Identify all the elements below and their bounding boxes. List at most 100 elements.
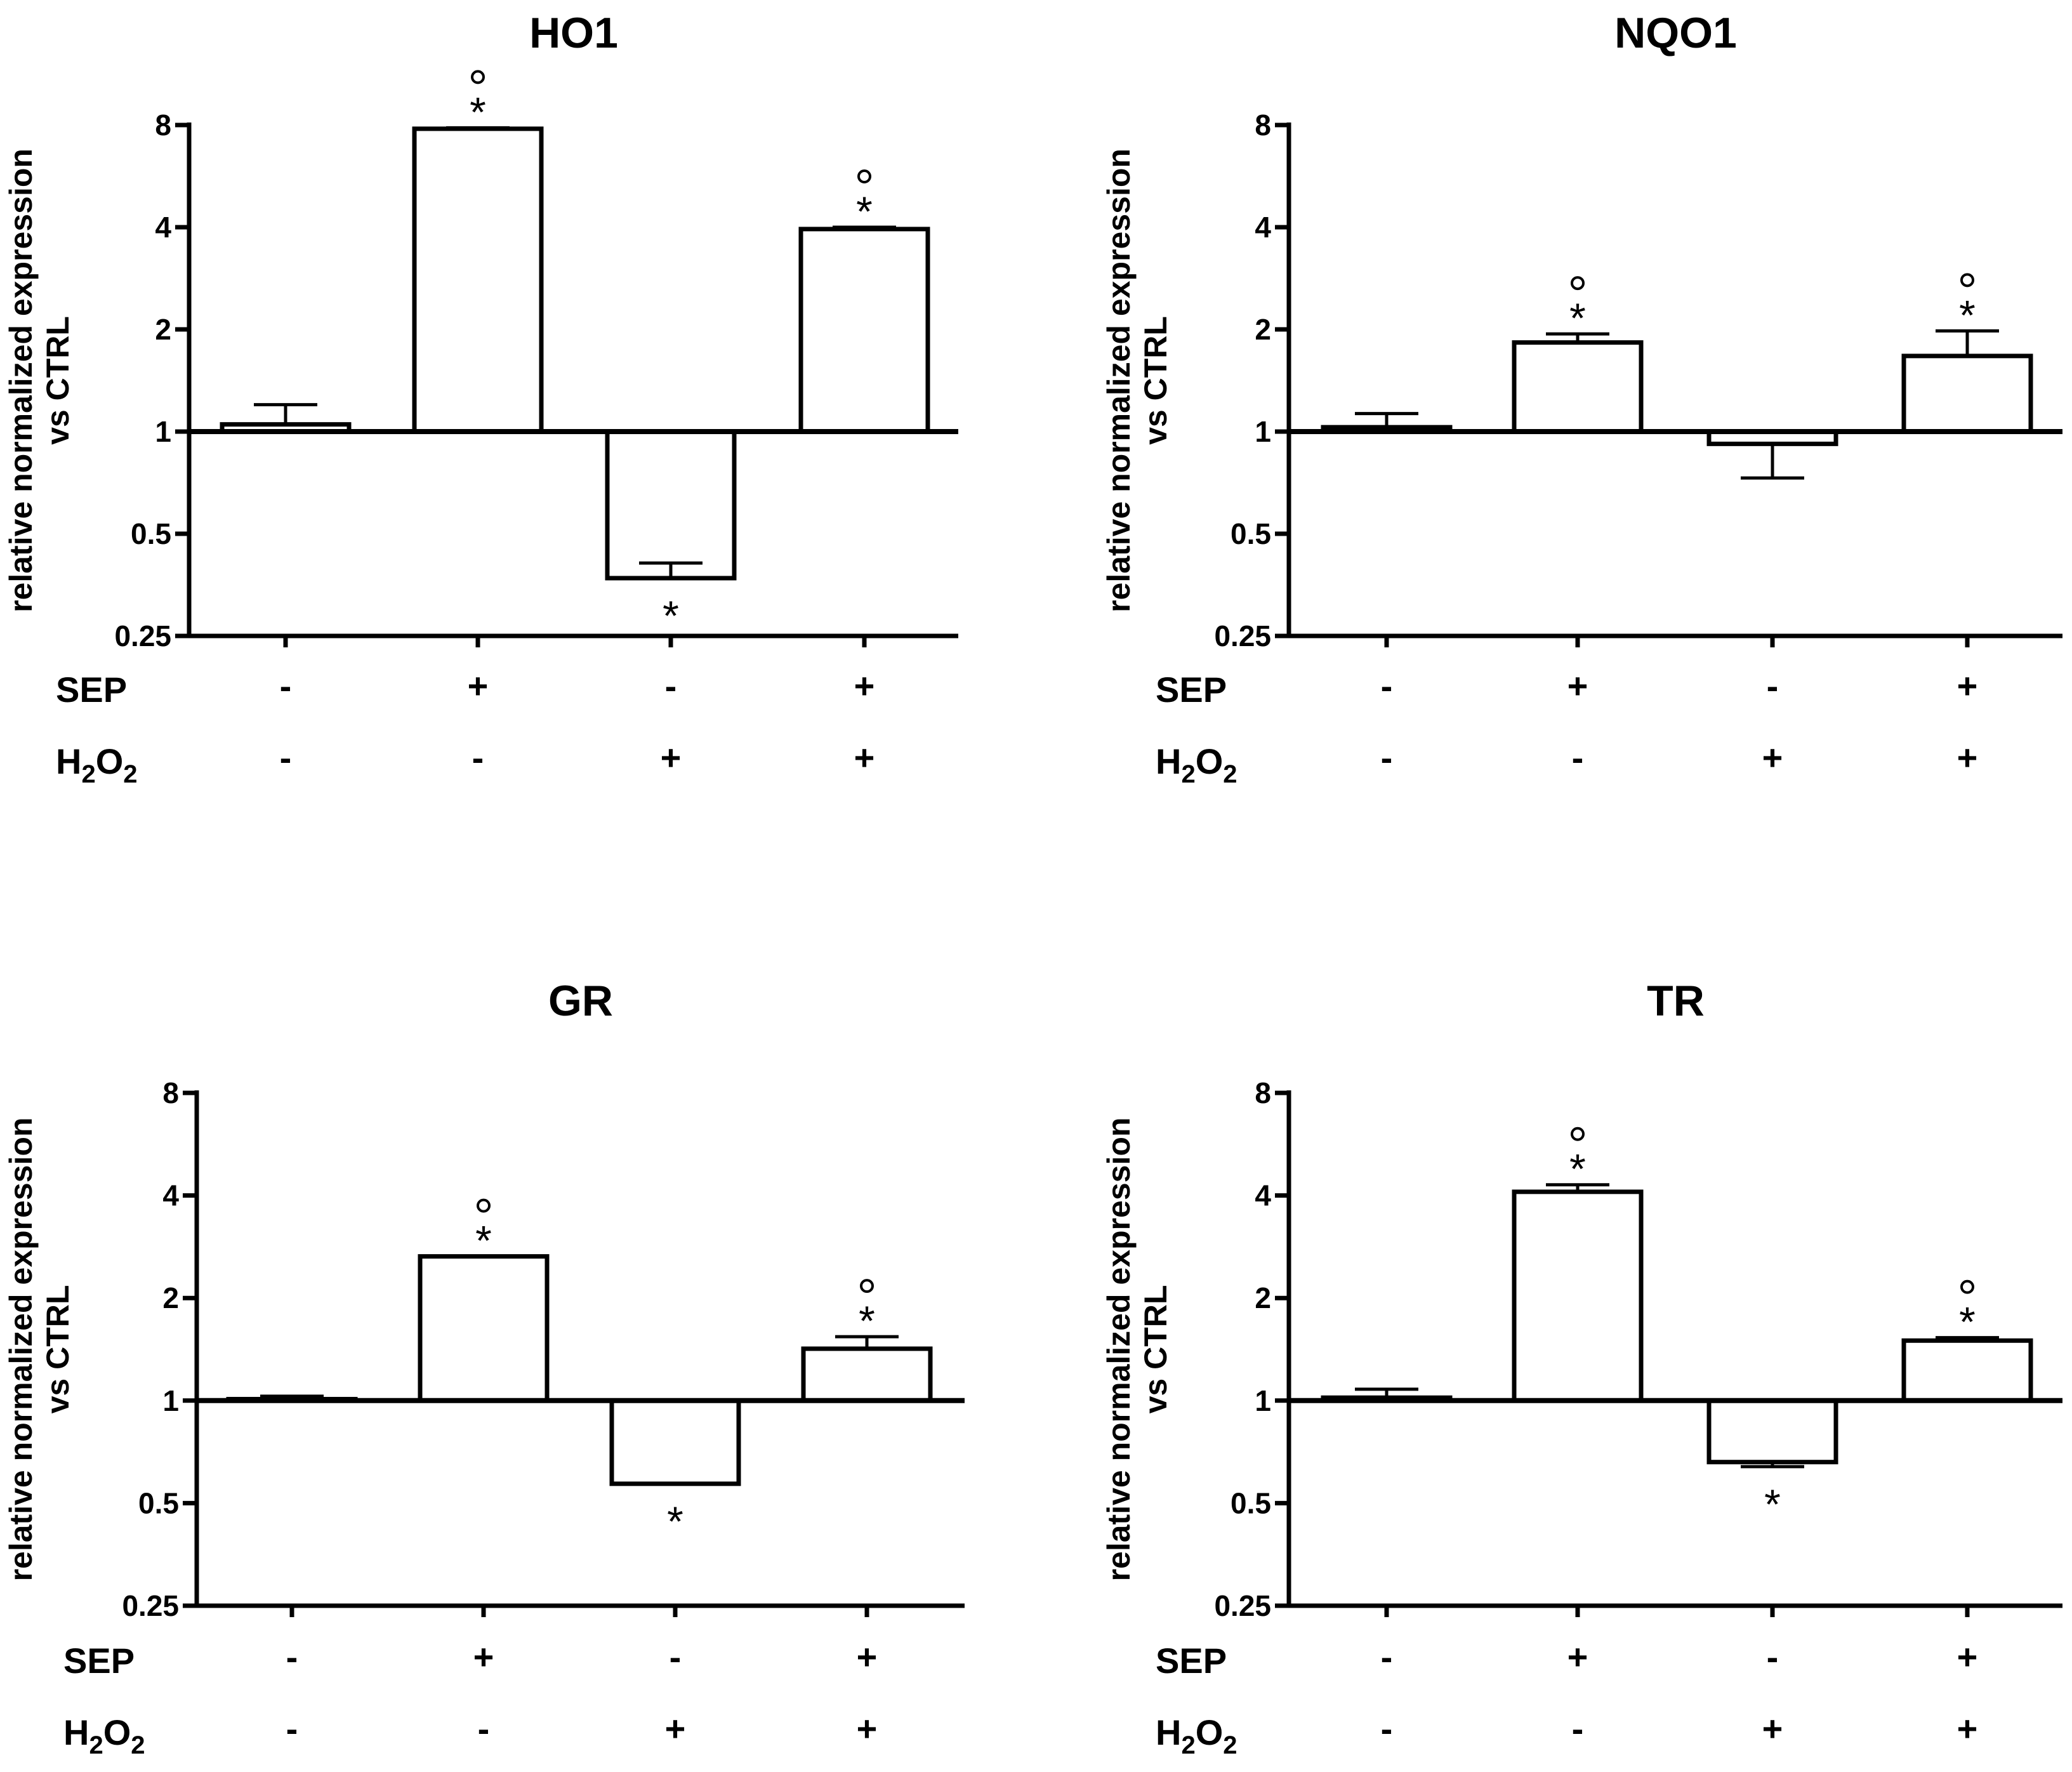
bar bbox=[801, 1346, 933, 1403]
condition-sep: + bbox=[1567, 666, 1588, 706]
y-tick-label: 4 bbox=[1255, 211, 1271, 244]
y-axis-label: relative normalized expressionvs CTRL bbox=[1101, 149, 1173, 612]
bar bbox=[1512, 1189, 1644, 1403]
y-axis-label-line: relative normalized expression bbox=[1101, 1118, 1137, 1582]
chart-panel-nqo1: NQO1 relative normalized expressionvs CTR… bbox=[1101, 9, 2062, 788]
row-label-h2o2: H2O2 bbox=[56, 741, 138, 788]
significance-star: * bbox=[663, 592, 679, 639]
y-tick-label: 2 bbox=[155, 313, 171, 346]
y-axis-label-line: relative normalized expression bbox=[3, 1118, 39, 1582]
condition-sep: - bbox=[1381, 1637, 1393, 1677]
y-axis-label: relative normalized expressionvs CTRL bbox=[1101, 1118, 1173, 1582]
y-axis-label: relative normalized expressionvs CTRL bbox=[3, 1118, 76, 1582]
bar bbox=[605, 429, 737, 581]
row-label-sep: SEP bbox=[63, 1641, 135, 1681]
bar bbox=[798, 227, 930, 434]
row-label-h2o2-part: 2 bbox=[1223, 760, 1237, 788]
significance-circle bbox=[1960, 1279, 1974, 1294]
y-tick-label: 8 bbox=[1255, 1076, 1271, 1109]
condition-sep: + bbox=[854, 666, 875, 706]
row-label-h2o2-part: 2 bbox=[1181, 1731, 1195, 1759]
condition-h2o2: - bbox=[1381, 1709, 1393, 1749]
y-tick-label: 0.5 bbox=[138, 1486, 179, 1519]
y-tick-label: 0.25 bbox=[122, 1589, 179, 1622]
row-label-h2o2-part: H bbox=[56, 741, 81, 781]
y-tick-label: 4 bbox=[162, 1179, 179, 1212]
row-label-sep: SEP bbox=[56, 670, 127, 710]
y-axis-label-line: vs CTRL bbox=[40, 316, 76, 445]
row-label-h2o2-part: 2 bbox=[89, 1731, 103, 1759]
row-label-h2o2-part: H bbox=[1156, 1712, 1181, 1752]
significance-circle bbox=[471, 70, 485, 84]
significance-star: * bbox=[470, 88, 486, 135]
bar bbox=[1901, 354, 2033, 434]
y-tick-label: 0.5 bbox=[1231, 517, 1271, 550]
condition-h2o2: + bbox=[1957, 737, 1978, 777]
condition-h2o2: + bbox=[1957, 1709, 1978, 1749]
condition-sep: - bbox=[1767, 1637, 1779, 1677]
y-tick-label: 2 bbox=[1255, 1281, 1271, 1314]
row-label-h2o2-part: O bbox=[96, 741, 124, 781]
y-tick-label: 0.25 bbox=[1214, 619, 1271, 652]
bar bbox=[609, 1398, 741, 1486]
y-tick-label: 8 bbox=[162, 1076, 179, 1109]
bar bbox=[412, 126, 544, 434]
chart-title: GR bbox=[548, 977, 613, 1025]
condition-h2o2: - bbox=[1572, 737, 1584, 777]
chart-title: HO1 bbox=[529, 9, 618, 57]
bar bbox=[418, 1254, 550, 1403]
condition-sep: - bbox=[1767, 666, 1779, 706]
chart-panel-tr: TR relative normalized expressionvs CTRL 0… bbox=[1101, 977, 2062, 1759]
row-label-h2o2-part: 2 bbox=[123, 760, 137, 788]
y-tick-label: 1 bbox=[162, 1384, 179, 1417]
row-label-h2o2-part: 2 bbox=[131, 1731, 145, 1759]
condition-sep: + bbox=[1957, 666, 1978, 706]
condition-h2o2: - bbox=[472, 737, 484, 777]
condition-h2o2: - bbox=[280, 737, 292, 777]
y-axis-label-line: relative normalized expression bbox=[3, 149, 39, 612]
y-tick-label: 1 bbox=[1255, 1384, 1271, 1417]
condition-sep: + bbox=[468, 666, 489, 706]
condition-h2o2: + bbox=[854, 737, 875, 777]
row-label-h2o2-part: 2 bbox=[81, 760, 95, 788]
chart-title: NQO1 bbox=[1614, 9, 1737, 57]
condition-sep: - bbox=[1381, 666, 1393, 706]
row-label-h2o2-part: 2 bbox=[1181, 760, 1195, 788]
condition-sep: + bbox=[473, 1637, 494, 1677]
chart-panel-gr: GR relative normalized expressionvs CTRL 0… bbox=[3, 977, 965, 1759]
row-label-h2o2-part: O bbox=[1196, 741, 1224, 781]
bar bbox=[1706, 1398, 1838, 1465]
chart-title: TR bbox=[1647, 977, 1705, 1025]
y-axis-label-line: vs CTRL bbox=[1138, 1285, 1173, 1414]
condition-h2o2: + bbox=[1762, 737, 1783, 777]
y-axis-label: relative normalized expressionvs CTRL bbox=[3, 149, 76, 612]
significance-star: * bbox=[1764, 1481, 1781, 1528]
bar bbox=[1512, 340, 1644, 434]
condition-h2o2: + bbox=[1762, 1709, 1783, 1749]
y-tick-label: 4 bbox=[1255, 1179, 1271, 1212]
row-label-h2o2: H2O2 bbox=[1156, 741, 1237, 788]
condition-sep: - bbox=[670, 1637, 682, 1677]
y-tick-label: 0.5 bbox=[131, 517, 171, 550]
condition-h2o2: - bbox=[286, 1709, 298, 1749]
y-tick-label: 2 bbox=[1255, 313, 1271, 346]
condition-h2o2: - bbox=[1572, 1709, 1584, 1749]
significance-star: * bbox=[1959, 1299, 1976, 1346]
y-tick-label: 4 bbox=[155, 211, 171, 244]
row-label-sep: SEP bbox=[1156, 1641, 1227, 1681]
y-tick-label: 8 bbox=[155, 109, 171, 142]
significance-star: * bbox=[1569, 1146, 1586, 1193]
chart-panel-ho1: HO1 relative normalized expressionvs CTRL… bbox=[3, 9, 958, 788]
row-label-sep: SEP bbox=[1156, 670, 1227, 710]
bar bbox=[1901, 1338, 2033, 1403]
significance-circle bbox=[1960, 273, 1974, 288]
condition-sep: - bbox=[280, 666, 292, 706]
condition-sep: + bbox=[1957, 1637, 1978, 1677]
condition-sep: + bbox=[857, 1637, 878, 1677]
row-label-h2o2: H2O2 bbox=[63, 1712, 145, 1759]
row-label-h2o2-part: O bbox=[1196, 1712, 1224, 1752]
significance-circle bbox=[860, 1279, 874, 1293]
y-axis-label-line: vs CTRL bbox=[40, 1285, 76, 1414]
significance-star: * bbox=[1569, 294, 1586, 341]
condition-sep: + bbox=[1567, 1637, 1588, 1677]
